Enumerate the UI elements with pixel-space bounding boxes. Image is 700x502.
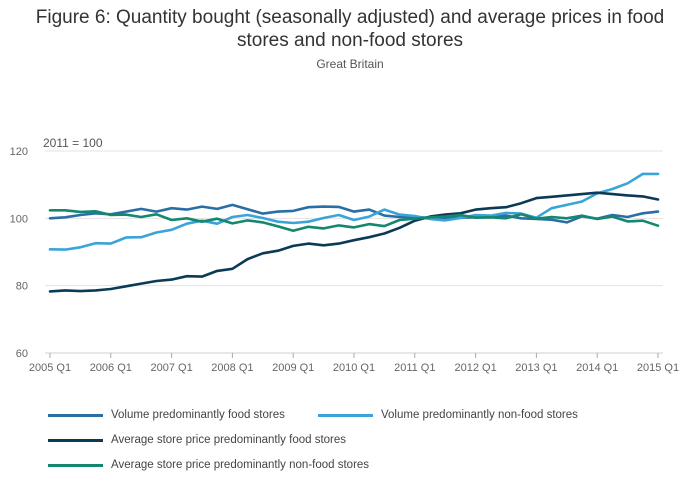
chart-subtitle: Great Britain [316, 57, 384, 71]
x-tick-label: 2009 Q1 [272, 362, 314, 374]
x-tick-label: 2011 Q1 [394, 362, 435, 374]
legend-label: Average store price predominantly non-fo… [111, 459, 370, 471]
legend-label: Volume predominantly non-food stores [381, 409, 578, 421]
chart-title-line-2: stores and non-food stores [236, 30, 464, 51]
legend-swatch [48, 413, 103, 417]
legend-item-volume-non-food[interactable]: Volume predominantly non-food stores [318, 409, 578, 421]
x-tick-label: 2007 Q1 [150, 362, 192, 374]
chart-title: Figure 6: Quantity bought (seasonally ad… [0, 6, 700, 52]
x-tick-label: 2005 Q1 [29, 362, 71, 374]
legend-item-price-food[interactable]: Average store price predominantly food s… [48, 434, 346, 446]
x-tick-label: 2013 Q1 [515, 362, 557, 374]
y-tick-label: 60 [16, 348, 28, 360]
y-tick-label: 120 [10, 146, 28, 158]
legend-swatch [318, 413, 373, 417]
x-tick-label: 2008 Q1 [211, 362, 253, 374]
x-tick-label: 2014 Q1 [576, 362, 618, 374]
y-tick-label: 80 [16, 281, 28, 293]
series-line-2 [48, 191, 660, 293]
series-line-1 [48, 172, 660, 251]
series-line-0 [48, 203, 660, 224]
legend-item-volume-food[interactable]: Volume predominantly food stores [48, 409, 285, 421]
y-tick-label: 100 [10, 213, 28, 225]
x-tick-label: 2006 Q1 [90, 362, 132, 374]
base-year-annotation: 2011 = 100 [43, 136, 103, 150]
series-line-3 [48, 209, 660, 233]
x-tick-label: 2012 Q1 [454, 362, 496, 374]
legend-label: Volume predominantly food stores [111, 409, 285, 421]
legend-item-price-non-food[interactable]: Average store price predominantly non-fo… [48, 459, 369, 471]
legend-swatch [48, 438, 103, 442]
x-tick-label: 2010 Q1 [333, 362, 375, 374]
x-tick-label: 2015 Q1 [637, 362, 679, 374]
legend-swatch [48, 463, 103, 467]
chart-title-line-1: Figure 6: Quantity bought (seasonally ad… [35, 7, 665, 28]
legend-label: Average store price predominantly food s… [111, 434, 347, 446]
